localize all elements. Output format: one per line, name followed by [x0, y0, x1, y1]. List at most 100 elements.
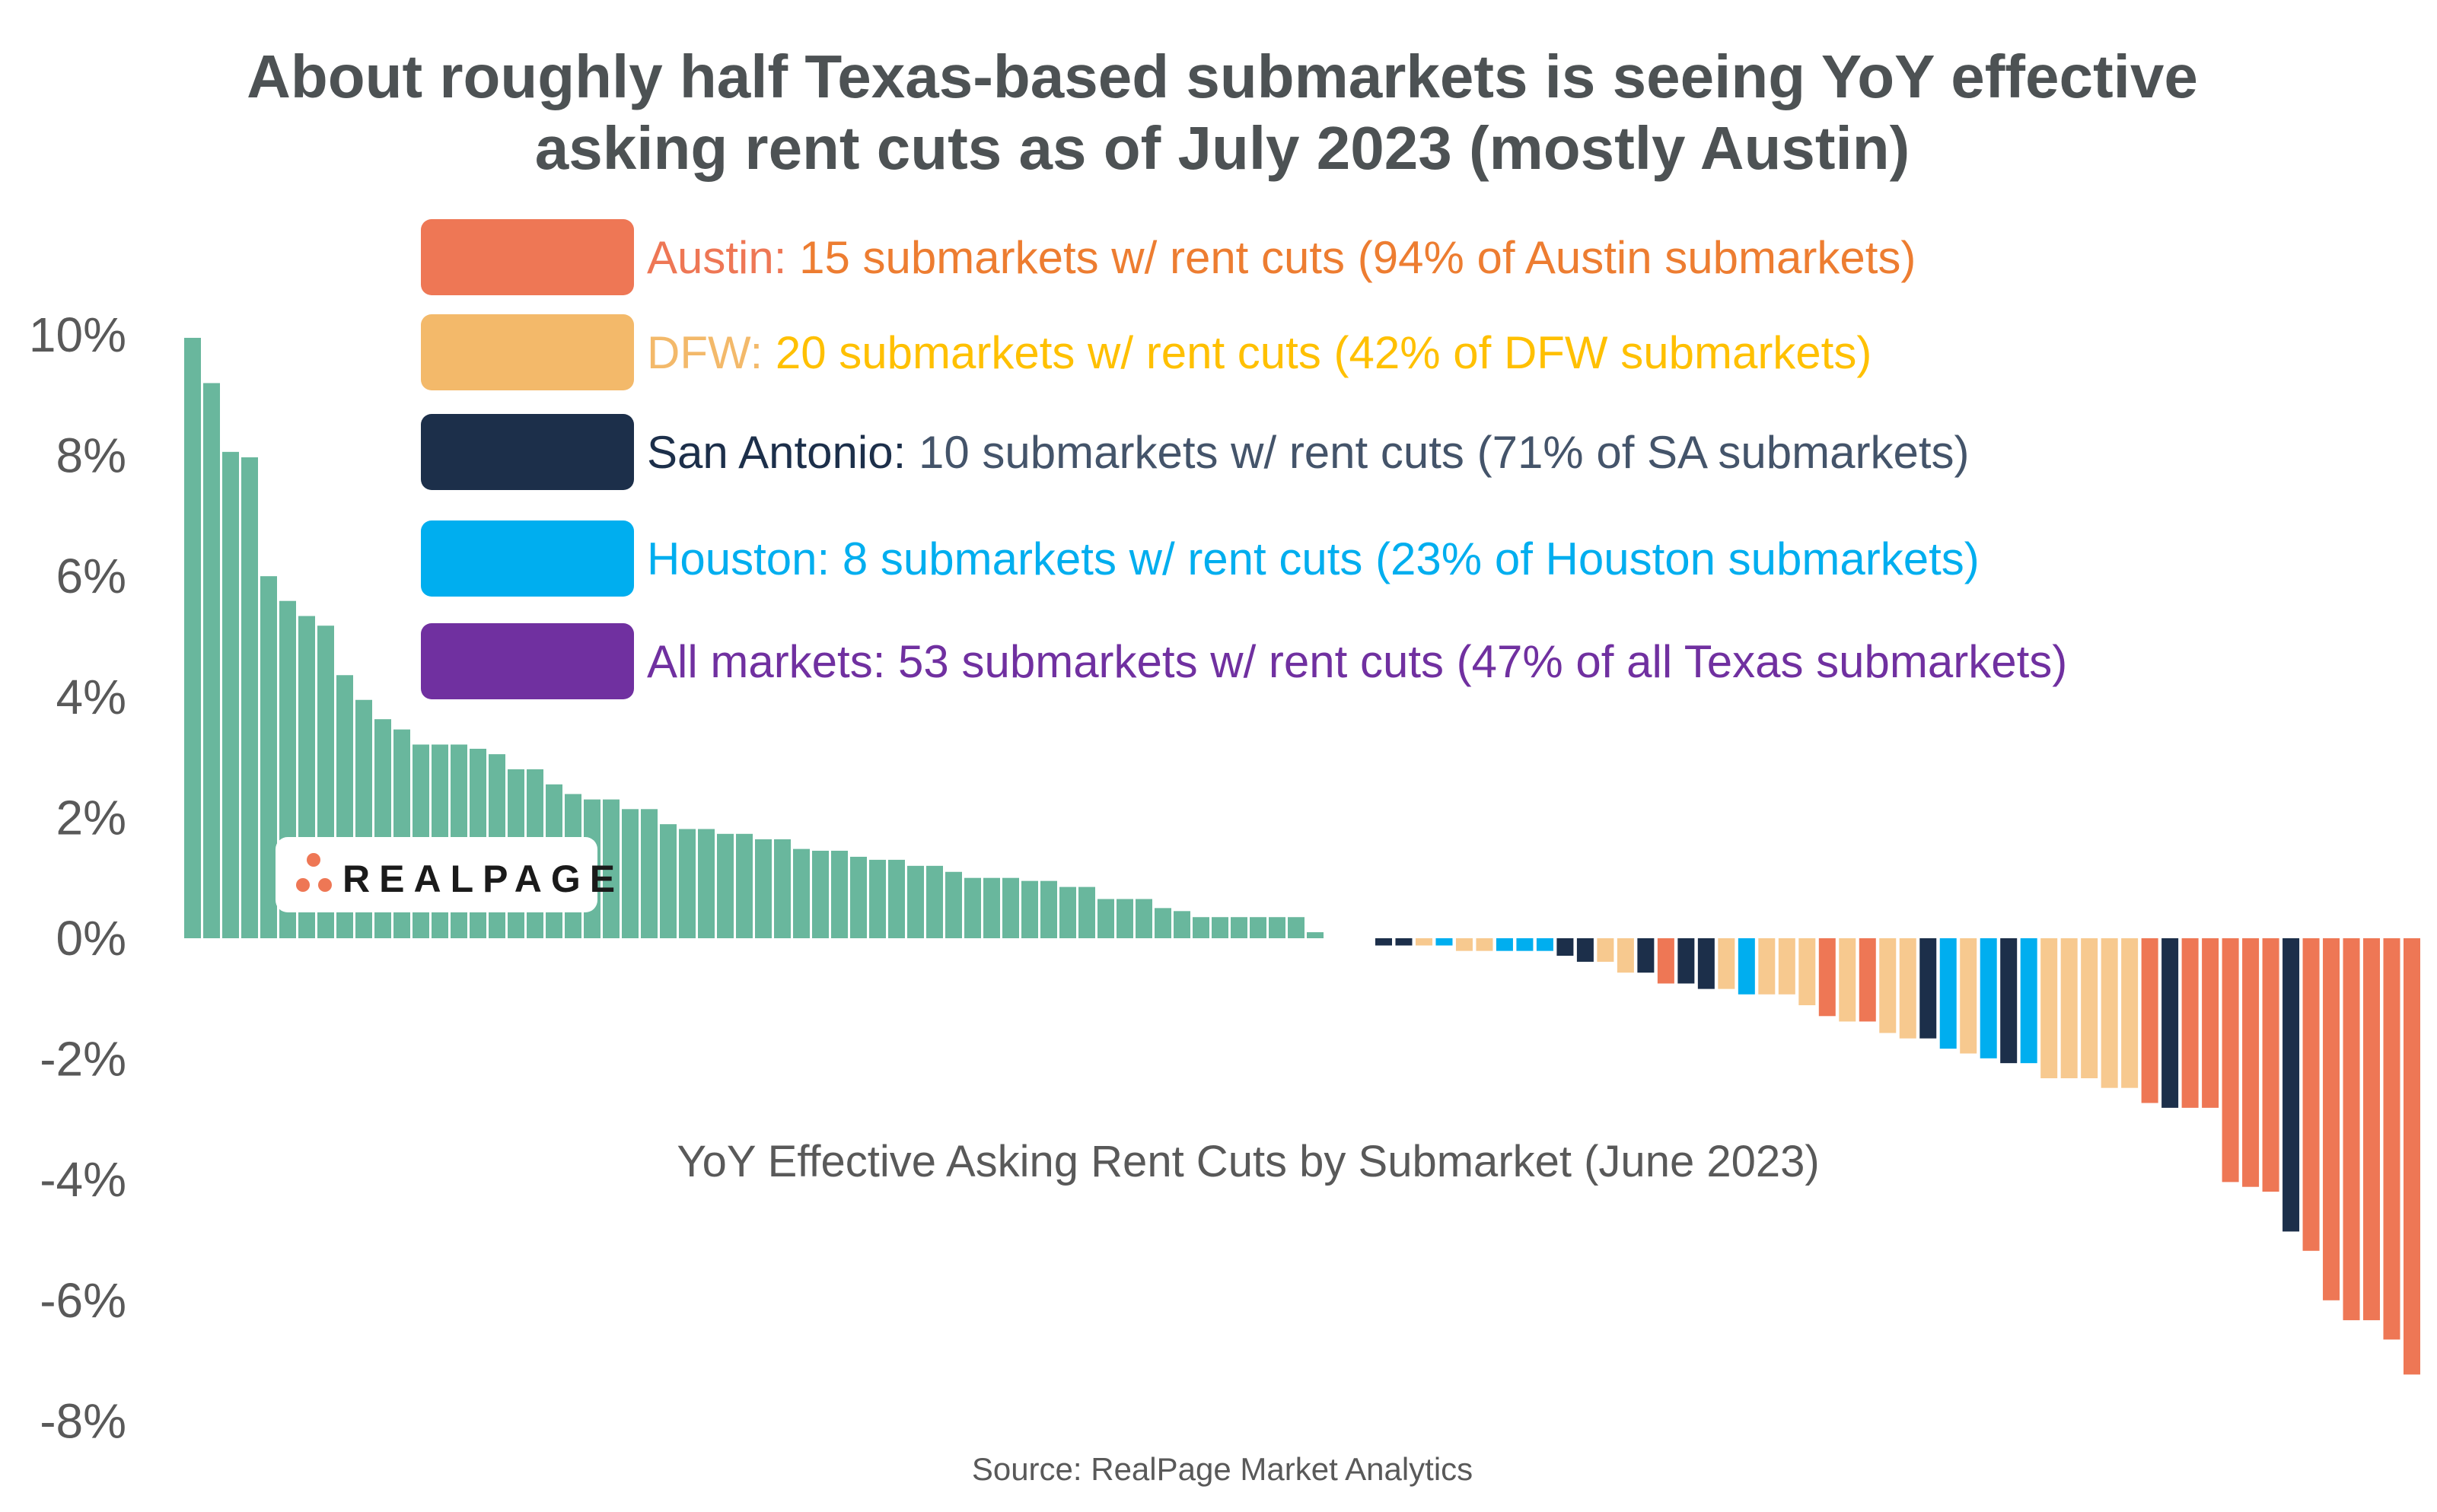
bar-san-antonio	[1395, 938, 1413, 946]
bar-positive	[774, 839, 791, 938]
bar-austin	[2242, 938, 2260, 1187]
bar-positive	[1136, 899, 1152, 938]
bar-austin	[2141, 938, 2158, 1103]
bar-positive	[1307, 932, 1324, 938]
bar-austin	[2404, 938, 2420, 1375]
bar-dfw	[1879, 938, 1897, 1033]
bar-san-antonio	[2161, 938, 2179, 1108]
bar-austin	[2181, 938, 2199, 1108]
y-tick-label: 6%	[56, 549, 127, 603]
legend-label: Houston: 8 submarkets w/ rent cuts (23% …	[647, 533, 1980, 584]
legend-swatch	[421, 623, 634, 699]
bar-positive	[812, 851, 829, 938]
bar-positive	[260, 576, 277, 938]
legend-swatch	[421, 414, 634, 490]
bar-houston	[1496, 938, 1513, 951]
legend-label: Austin: 15 submarkets w/ rent cuts (94% …	[647, 232, 1916, 283]
y-tick-label: -6%	[40, 1273, 126, 1328]
bar-dfw	[2040, 938, 2058, 1078]
bar-positive	[1193, 917, 1209, 938]
bar-san-antonio	[1556, 938, 1574, 956]
logo-text: REALPAGE	[342, 858, 624, 900]
bar-positive	[698, 829, 715, 938]
bar-positive	[1078, 887, 1095, 938]
y-tick-label: 0%	[56, 911, 127, 966]
bar-dfw	[1718, 938, 1735, 989]
bar-houston	[2020, 938, 2037, 1064]
legend: Austin: 15 submarkets w/ rent cuts (94% …	[421, 219, 2067, 699]
bar-austin	[2363, 938, 2381, 1320]
bar-san-antonio	[1677, 938, 1695, 984]
bar-positive	[850, 856, 867, 938]
bar-positive	[1021, 880, 1038, 938]
legend-label: All markets: 53 submarkets w/ rent cuts …	[647, 636, 2067, 687]
y-tick-label: -2%	[40, 1032, 126, 1087]
chart-annotation: YoY Effective Asking Rent Cuts by Submar…	[677, 1137, 1819, 1186]
bar-houston	[1939, 938, 1957, 1049]
bar-san-antonio	[1576, 938, 1594, 962]
bar-austin	[2323, 938, 2340, 1300]
bar-houston	[1435, 938, 1453, 946]
bar-austin	[1818, 938, 1836, 1017]
bar-dfw	[2081, 938, 2098, 1078]
bar-dfw	[1798, 938, 1816, 1006]
bar-san-antonio	[2000, 938, 2018, 1064]
bar-dfw	[2121, 938, 2139, 1088]
legend-swatch	[421, 520, 634, 597]
bar-houston	[1980, 938, 1997, 1058]
bar-dfw	[2101, 938, 2118, 1088]
bar-dfw	[1597, 938, 1614, 962]
bar-positive	[983, 877, 1000, 938]
y-axis: 10% 8% 6% 4% 2% 0% -2% -4% -6% -8%	[29, 307, 126, 1448]
bar-houston	[1738, 938, 1755, 995]
bar-positive	[1059, 887, 1076, 938]
bar-positive	[755, 839, 772, 938]
bar-positive	[641, 809, 658, 938]
bar-positive	[184, 337, 201, 939]
y-tick-label: 10%	[29, 307, 126, 362]
bar-positive	[660, 824, 677, 938]
bar-positive	[793, 848, 810, 938]
bar-positive	[622, 809, 639, 938]
bar-austin	[2302, 938, 2320, 1251]
bar-houston	[1536, 938, 1553, 951]
bar-dfw	[1476, 938, 1493, 951]
bar-positive	[869, 859, 886, 938]
bar-positive	[222, 451, 239, 938]
bar-dfw	[1839, 938, 1856, 1022]
legend-item-all-markets: All markets: 53 submarkets w/ rent cuts …	[421, 623, 2067, 699]
bar-dfw	[1455, 938, 1473, 951]
bar-dfw	[2060, 938, 2078, 1078]
legend-item-houston: Houston: 8 submarkets w/ rent cuts (23% …	[421, 520, 1980, 597]
source-note: Source: RealPage Market Analytics	[972, 1451, 1473, 1487]
bar-positive	[888, 859, 905, 938]
bar-dfw	[1960, 938, 1977, 1054]
bar-positive	[1097, 899, 1114, 938]
bar-positive	[603, 799, 620, 938]
bar-dfw	[1415, 938, 1432, 946]
legend-label: San Antonio: 10 submarkets w/ rent cuts …	[647, 427, 1970, 478]
bar-san-antonio	[1919, 938, 1937, 1039]
bar-positive	[926, 865, 943, 938]
bar-positive	[1231, 917, 1247, 938]
bar-houston	[1516, 938, 1534, 951]
bar-austin	[2383, 938, 2400, 1340]
bar-positive	[907, 865, 924, 938]
bar-positive	[1288, 917, 1305, 938]
bar-austin	[2202, 938, 2219, 1108]
bar-positive	[679, 829, 696, 938]
y-tick-label: 4%	[56, 670, 127, 724]
y-tick-label: 8%	[56, 428, 127, 483]
bar-austin	[2343, 938, 2360, 1320]
y-tick-label: -4%	[40, 1152, 126, 1207]
y-tick-label: 2%	[56, 790, 127, 845]
bar-dfw	[1778, 938, 1795, 995]
bar-positive	[1117, 899, 1133, 938]
bar-dfw	[1617, 938, 1634, 973]
legend-item-dfw: DFW: 20 submarkets w/ rent cuts (42% of …	[421, 314, 1872, 390]
y-tick-label: -8%	[40, 1393, 126, 1448]
bar-positive	[1269, 917, 1285, 938]
bar-positive	[964, 877, 981, 938]
bar-positive	[1212, 917, 1228, 938]
